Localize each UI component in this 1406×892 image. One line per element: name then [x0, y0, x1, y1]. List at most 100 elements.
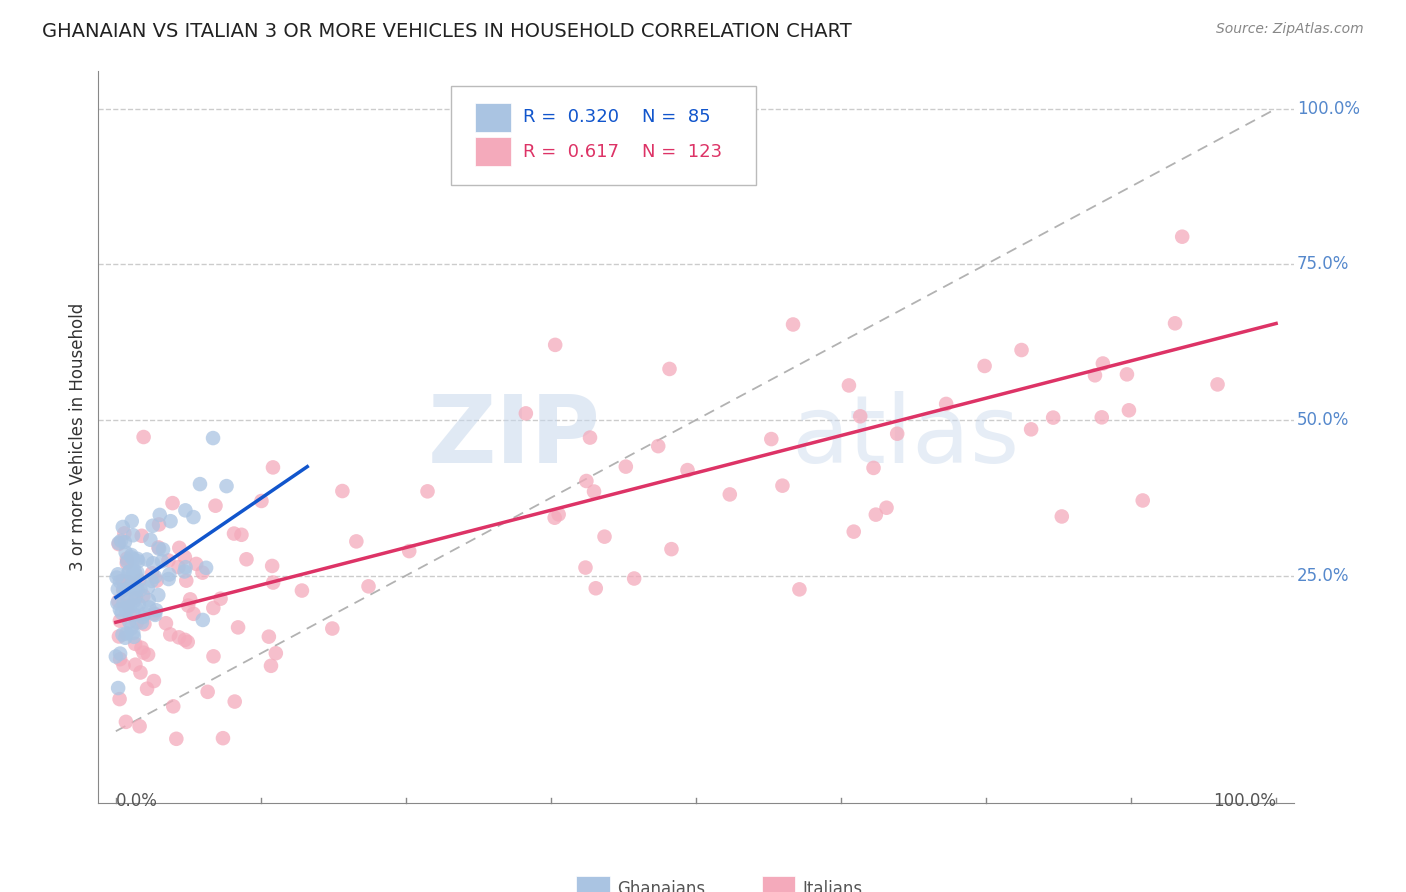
Point	[122, 571, 145, 585]
Point	[782, 318, 804, 332]
Point	[886, 426, 908, 441]
Point	[138, 593, 160, 607]
Point	[124, 657, 146, 672]
Point	[1091, 357, 1114, 371]
Text: 25.0%: 25.0%	[1296, 566, 1350, 584]
Point	[117, 574, 139, 589]
Point	[120, 607, 142, 622]
Point	[125, 590, 148, 604]
Point	[676, 463, 699, 477]
Point	[159, 627, 181, 641]
Text: 100.0%: 100.0%	[1296, 100, 1360, 118]
Point	[1132, 493, 1154, 508]
Point	[134, 617, 156, 632]
Point	[136, 681, 159, 696]
Point	[150, 554, 173, 568]
Point	[547, 508, 569, 522]
Point	[179, 592, 201, 607]
Point	[167, 560, 190, 574]
Point	[125, 581, 148, 595]
Point	[118, 615, 141, 629]
Point	[174, 632, 197, 647]
Point	[1050, 509, 1073, 524]
Point	[136, 648, 159, 662]
Point	[129, 665, 152, 680]
Point	[148, 517, 170, 532]
Point	[132, 589, 155, 603]
Point	[231, 528, 253, 542]
Point	[159, 514, 181, 528]
Point	[127, 566, 149, 580]
Point	[202, 431, 225, 445]
Point	[842, 524, 865, 539]
Point	[174, 560, 197, 574]
Point	[122, 594, 145, 608]
Point	[118, 599, 141, 614]
Point	[183, 607, 205, 621]
Text: R =  0.617: R = 0.617	[523, 143, 619, 161]
Point	[111, 574, 134, 588]
Point	[582, 484, 605, 499]
Point	[849, 409, 872, 424]
Point	[789, 582, 811, 597]
Point	[770, 478, 793, 492]
Point	[152, 542, 174, 557]
Point	[105, 570, 128, 584]
Point	[114, 631, 136, 645]
Point	[134, 607, 156, 621]
Point	[145, 603, 167, 617]
Point	[614, 459, 637, 474]
Point	[515, 406, 537, 420]
Point	[197, 685, 219, 699]
Point	[183, 510, 205, 524]
Point	[125, 615, 148, 630]
Point	[107, 582, 129, 596]
Point	[177, 635, 200, 649]
Point	[142, 518, 165, 533]
Y-axis label: 3 or more Vehicles in Household: 3 or more Vehicles in Household	[69, 303, 87, 571]
Point	[115, 601, 138, 615]
Point	[114, 545, 136, 559]
Point	[202, 649, 225, 664]
Text: N =  123: N = 123	[643, 143, 723, 161]
Point	[110, 533, 132, 548]
Point	[118, 565, 141, 579]
Point	[148, 541, 170, 556]
Point	[262, 558, 284, 573]
Point	[124, 565, 146, 579]
Point	[165, 731, 187, 746]
Text: Ghanaians: Ghanaians	[617, 880, 706, 892]
Point	[124, 567, 146, 582]
Point	[142, 673, 165, 688]
Point	[120, 550, 142, 565]
Point	[131, 640, 153, 655]
Point	[132, 646, 155, 660]
Point	[1091, 410, 1114, 425]
Point	[108, 652, 131, 666]
Point	[121, 571, 143, 585]
Point	[155, 616, 177, 631]
Point	[162, 496, 184, 510]
Point	[195, 561, 218, 575]
Point	[149, 508, 172, 522]
Point	[623, 572, 645, 586]
Point	[862, 461, 884, 475]
Point	[121, 566, 143, 581]
Point	[264, 646, 287, 660]
Text: Italians: Italians	[803, 880, 862, 892]
Point	[204, 499, 226, 513]
Point	[416, 484, 439, 499]
Point	[209, 591, 232, 606]
Point	[107, 537, 129, 551]
Point	[107, 681, 129, 695]
Point	[398, 544, 420, 558]
Point	[122, 528, 145, 542]
Point	[865, 508, 887, 522]
Point	[585, 581, 607, 595]
Point	[1164, 316, 1187, 330]
Point	[1118, 403, 1140, 417]
Point	[291, 583, 314, 598]
Point	[139, 533, 162, 547]
Point	[128, 719, 150, 733]
Point	[173, 550, 195, 565]
